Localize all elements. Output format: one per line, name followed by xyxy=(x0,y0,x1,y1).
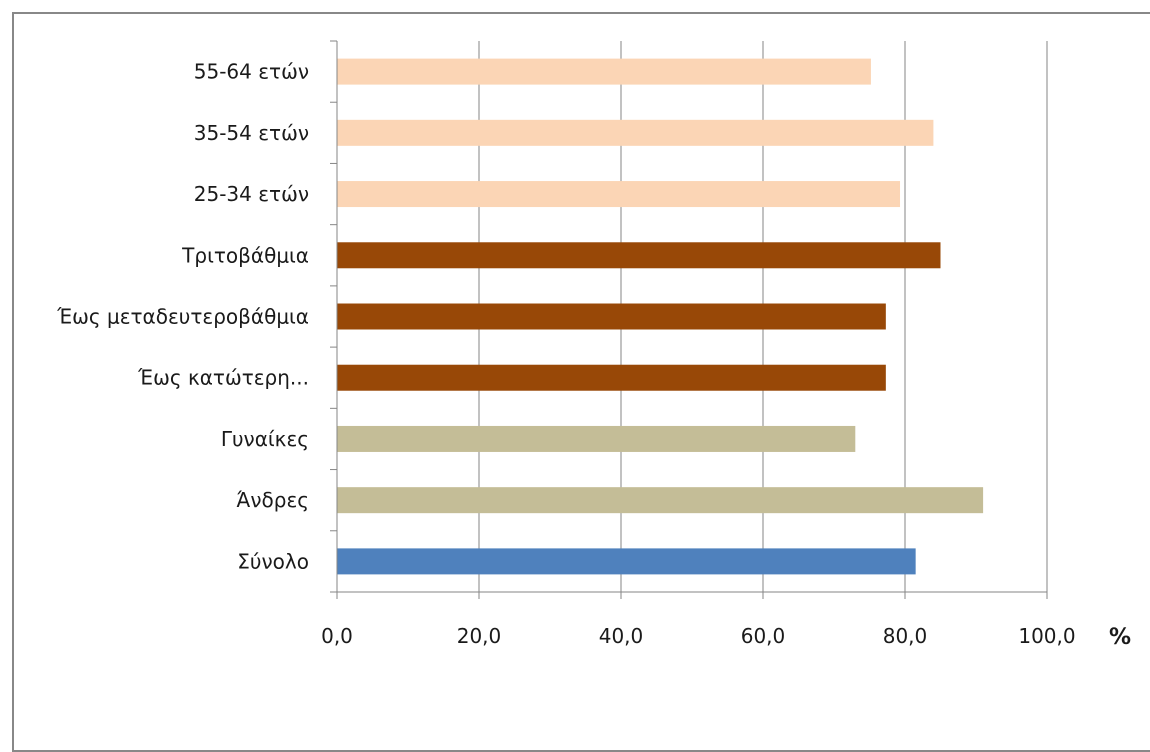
axes xyxy=(330,40,1048,599)
category-label: 55-64 ετών xyxy=(194,60,309,84)
category-label: Γυναίκες xyxy=(221,427,309,451)
x-unit-label: % xyxy=(1109,625,1131,650)
category-label: Σύνολο xyxy=(237,549,309,573)
bar xyxy=(337,364,886,391)
x-tick-label: 40,0 xyxy=(599,624,644,648)
bar-chart: Σύνολο Άνδρες Γυναίκες Έως κατώτερη... Έως μ… xyxy=(56,40,1131,650)
category-label: 35-54 ετών xyxy=(194,121,309,145)
category-label: Έως μεταδευτεροβάθμια xyxy=(56,305,309,329)
x-tick-label: 80,0 xyxy=(883,624,928,648)
x-tick-labels: 0,0 20,0 40,0 60,0 80,0 100,0 xyxy=(321,624,1076,648)
bar xyxy=(337,242,941,269)
category-label: 25-34 ετών xyxy=(194,182,309,206)
bar xyxy=(337,181,901,208)
bar xyxy=(337,58,871,85)
category-label: Τριτοβάθμια xyxy=(181,243,309,267)
x-tick-label: 0,0 xyxy=(321,624,353,648)
bar xyxy=(337,425,856,452)
bar xyxy=(337,119,934,146)
x-tick-label: 20,0 xyxy=(457,624,502,648)
x-tick-label: 60,0 xyxy=(741,624,786,648)
bar xyxy=(337,548,916,575)
category-label: Άνδρες xyxy=(237,488,310,512)
category-label: Έως κατώτερη... xyxy=(137,366,309,390)
bar xyxy=(337,303,886,330)
bars xyxy=(337,58,984,575)
bar xyxy=(337,487,984,514)
x-tick-label: 100,0 xyxy=(1018,624,1075,648)
category-labels: Σύνολο Άνδρες Γυναίκες Έως κατώτερη... Έως μ… xyxy=(56,60,309,574)
